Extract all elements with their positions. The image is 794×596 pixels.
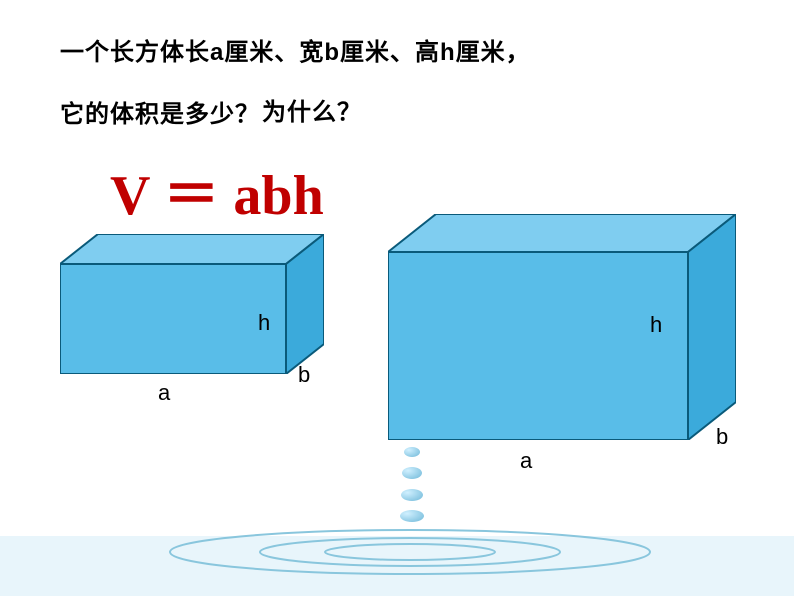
droplet [402,467,422,479]
cuboid1-label-a: a [158,380,170,406]
water-background [0,496,794,596]
droplet [401,489,423,501]
cuboid2-label-b: b [716,424,728,450]
volume-formula: V ＝ abh [110,150,324,231]
cuboid2-label-h: h [650,312,662,338]
question-line1: 一个长方体长a厘米、宽b厘米、高h厘米， [60,32,531,67]
droplet [404,447,420,457]
cuboid-large [388,214,736,440]
droplet [400,510,424,522]
cuboid2-label-a: a [520,448,532,474]
cuboid1-label-b: b [298,362,310,388]
cuboid1-label-h: h [258,310,270,336]
question-line2: 它的体积是多少？ [60,94,260,129]
question-why: 为什么？ [262,92,362,127]
cuboid-small [60,234,324,374]
